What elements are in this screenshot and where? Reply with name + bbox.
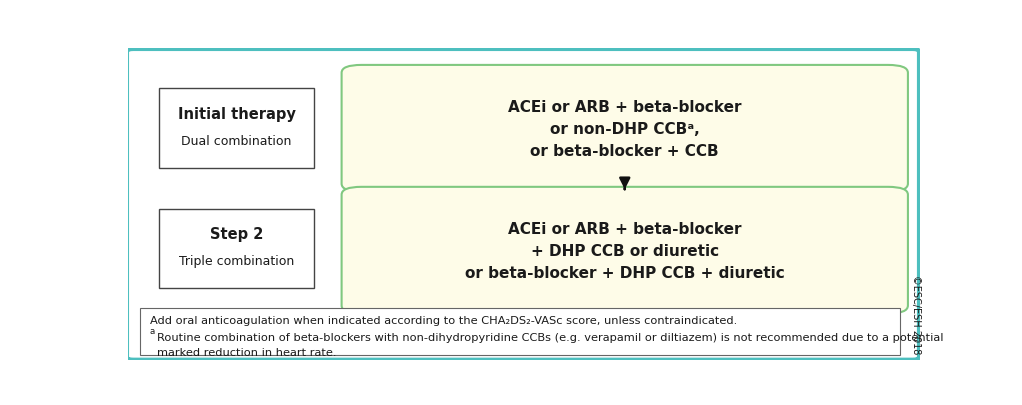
FancyBboxPatch shape (140, 309, 900, 355)
Text: ACEi or ARB + beta-blocker: ACEi or ARB + beta-blocker (508, 221, 742, 236)
Text: Initial therapy: Initial therapy (178, 107, 295, 121)
FancyBboxPatch shape (159, 89, 314, 168)
FancyBboxPatch shape (341, 66, 908, 192)
FancyBboxPatch shape (127, 50, 919, 360)
Text: or beta-blocker + DHP CCB + diuretic: or beta-blocker + DHP CCB + diuretic (465, 265, 785, 280)
Text: Add oral anticoagulation when indicated according to the CHA₂DS₂-VASc score, unl: Add oral anticoagulation when indicated … (150, 315, 737, 326)
Text: Dual combination: Dual combination (182, 134, 292, 147)
Text: ACEi or ARB + beta-blocker: ACEi or ARB + beta-blocker (508, 100, 742, 115)
Text: ©ESC/ESH 2018: ©ESC/ESH 2018 (911, 274, 921, 353)
Text: marked reduction in heart rate.: marked reduction in heart rate. (157, 347, 336, 357)
FancyBboxPatch shape (159, 209, 314, 289)
Text: Triple combination: Triple combination (179, 254, 294, 267)
Text: or beta-blocker + CCB: or beta-blocker + CCB (530, 143, 719, 158)
Text: a: a (150, 326, 155, 335)
Text: Routine combination of beta-blockers with non-dihydropyridine CCBs (e.g. verapam: Routine combination of beta-blockers wit… (157, 332, 943, 342)
Text: or non-DHP CCBᵃ,: or non-DHP CCBᵃ, (550, 122, 700, 136)
Text: Step 2: Step 2 (210, 226, 264, 241)
Text: + DHP CCB or diuretic: + DHP CCB or diuretic (530, 243, 718, 258)
FancyBboxPatch shape (341, 188, 908, 313)
